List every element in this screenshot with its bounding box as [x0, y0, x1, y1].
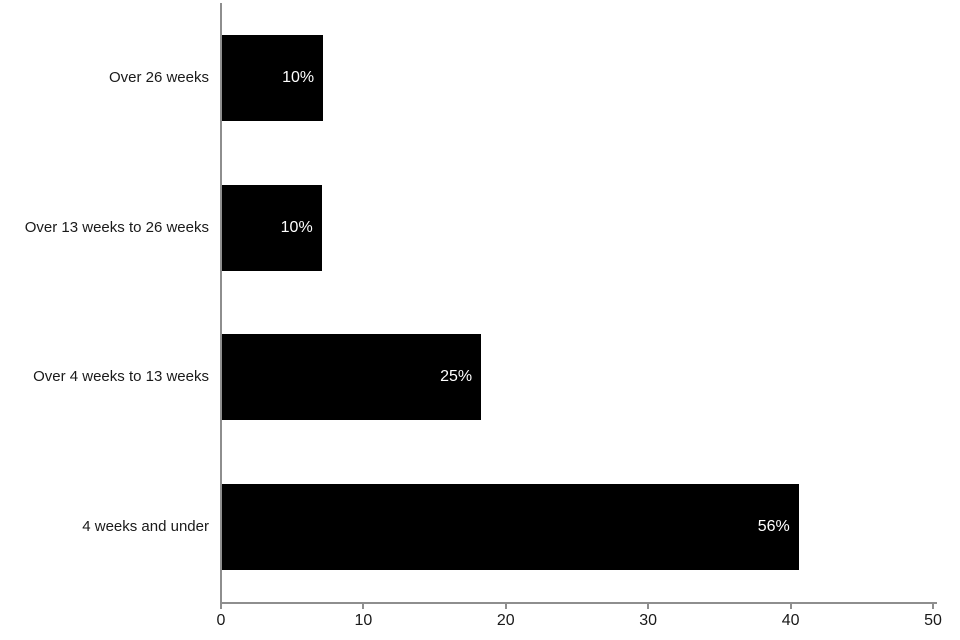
x-tick-mark [504, 602, 507, 609]
x-tick-mark [932, 602, 934, 609]
x-tick-label: 50 [924, 612, 942, 629]
bar-value-label: 10% [280, 218, 313, 236]
x-tick-label: 10 [354, 612, 373, 629]
category-label: Over 13 weeks to 26 weeks [24, 218, 209, 236]
category-label: Over 4 weeks to 13 weeks [33, 368, 209, 386]
bar: 10% [222, 34, 324, 121]
category-label: Over 26 weeks [108, 68, 209, 86]
bar: 25% [222, 334, 482, 421]
bar-value-label: 25% [440, 368, 473, 386]
x-axis-line [220, 602, 937, 604]
x-tick-mark [789, 602, 792, 609]
x-tick-label: 40 [781, 612, 800, 629]
x-tick-label: 20 [496, 612, 515, 629]
x-tick-label: 0 [216, 612, 226, 629]
x-tick-label: 30 [639, 612, 658, 629]
bar-value-label: 10% [282, 68, 315, 86]
bar: 10% [222, 184, 322, 271]
bar: 56% [222, 484, 799, 571]
x-tick-mark [362, 602, 365, 609]
x-tick-mark [647, 602, 650, 609]
x-tick-mark [220, 602, 222, 609]
category-label: 4 weeks and under [82, 518, 209, 536]
bar-value-label: 56% [757, 518, 790, 536]
y-axis-line [220, 3, 222, 603]
